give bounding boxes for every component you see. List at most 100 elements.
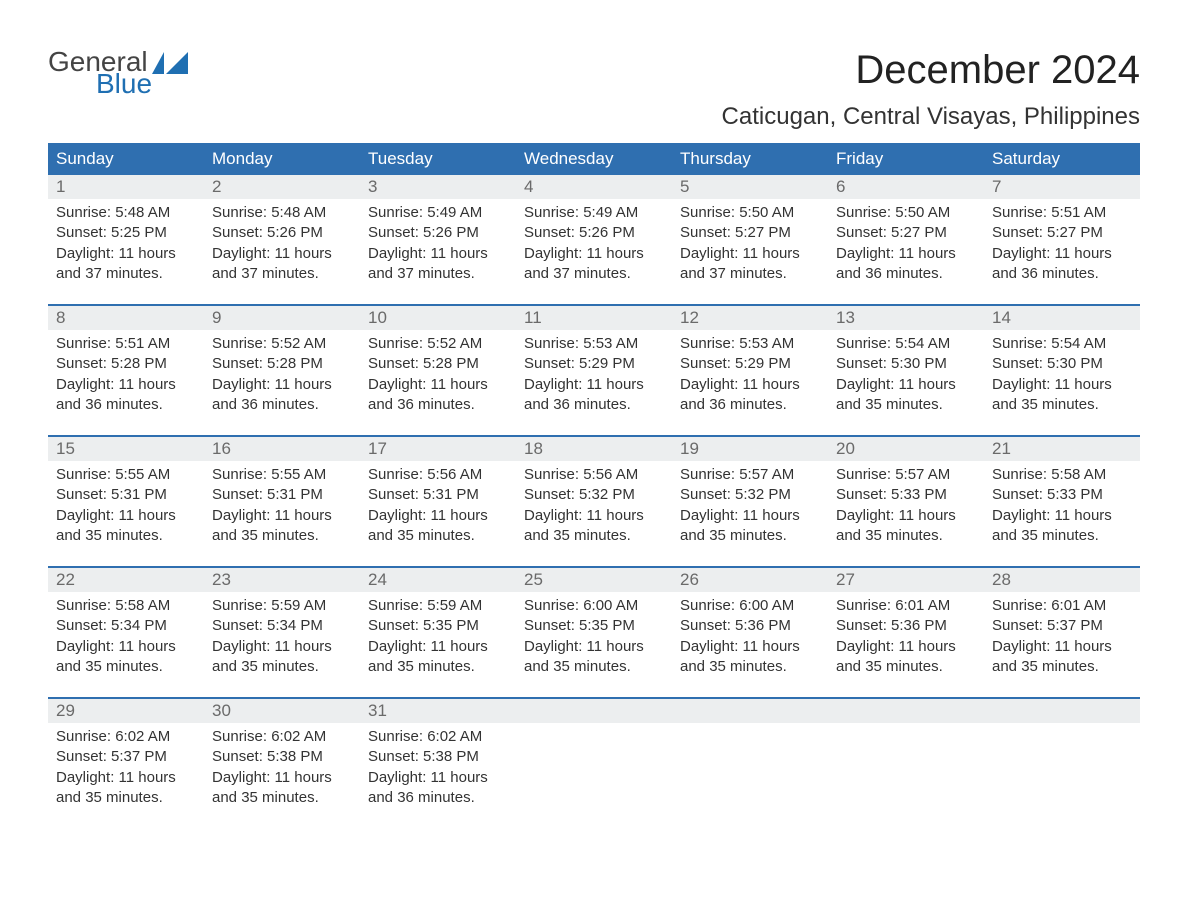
daylight-line-1: Daylight: 11 hours bbox=[524, 375, 664, 395]
day-cell: Sunrise: 5:50 AMSunset: 5:27 PMDaylight:… bbox=[828, 199, 984, 290]
day-number: 17 bbox=[360, 437, 516, 461]
day-content-row: Sunrise: 5:48 AMSunset: 5:25 PMDaylight:… bbox=[48, 199, 1140, 290]
daylight-line-2: and 36 minutes. bbox=[212, 395, 352, 415]
daylight-line-2: and 37 minutes. bbox=[524, 264, 664, 284]
day-cell: Sunrise: 5:59 AMSunset: 5:35 PMDaylight:… bbox=[360, 592, 516, 683]
day-cell: Sunrise: 5:58 AMSunset: 5:34 PMDaylight:… bbox=[48, 592, 204, 683]
daylight-line-2: and 35 minutes. bbox=[680, 526, 820, 546]
daylight-line-1: Daylight: 11 hours bbox=[524, 506, 664, 526]
daylight-line-2: and 35 minutes. bbox=[56, 657, 196, 677]
day-cell: Sunrise: 5:53 AMSunset: 5:29 PMDaylight:… bbox=[516, 330, 672, 421]
sunset-line: Sunset: 5:33 PM bbox=[836, 485, 976, 505]
sunset-line: Sunset: 5:32 PM bbox=[680, 485, 820, 505]
calendar-week: 293031 Sunrise: 6:02 AMSunset: 5:37 PMDa… bbox=[48, 697, 1140, 814]
day-cell: Sunrise: 5:56 AMSunset: 5:32 PMDaylight:… bbox=[516, 461, 672, 552]
daylight-line-2: and 35 minutes. bbox=[836, 395, 976, 415]
day-cell: Sunrise: 5:48 AMSunset: 5:26 PMDaylight:… bbox=[204, 199, 360, 290]
day-cell: Sunrise: 5:59 AMSunset: 5:34 PMDaylight:… bbox=[204, 592, 360, 683]
dow-tuesday: Tuesday bbox=[360, 143, 516, 175]
daylight-line-1: Daylight: 11 hours bbox=[992, 244, 1132, 264]
daylight-line-1: Daylight: 11 hours bbox=[56, 637, 196, 657]
sunrise-line: Sunrise: 5:51 AM bbox=[992, 203, 1132, 223]
day-number bbox=[828, 699, 984, 723]
daylight-line-1: Daylight: 11 hours bbox=[836, 244, 976, 264]
day-number: 14 bbox=[984, 306, 1140, 330]
day-number: 22 bbox=[48, 568, 204, 592]
day-number: 31 bbox=[360, 699, 516, 723]
sunrise-line: Sunrise: 5:50 AM bbox=[836, 203, 976, 223]
day-cell: Sunrise: 5:50 AMSunset: 5:27 PMDaylight:… bbox=[672, 199, 828, 290]
day-number: 20 bbox=[828, 437, 984, 461]
sunset-line: Sunset: 5:26 PM bbox=[212, 223, 352, 243]
daylight-line-2: and 36 minutes. bbox=[524, 395, 664, 415]
sunrise-line: Sunrise: 6:02 AM bbox=[56, 727, 196, 747]
day-number-row: 22232425262728 bbox=[48, 568, 1140, 592]
daylight-line-1: Daylight: 11 hours bbox=[524, 637, 664, 657]
sunset-line: Sunset: 5:36 PM bbox=[836, 616, 976, 636]
day-cell: Sunrise: 5:51 AMSunset: 5:28 PMDaylight:… bbox=[48, 330, 204, 421]
sunset-line: Sunset: 5:37 PM bbox=[992, 616, 1132, 636]
day-cell: Sunrise: 5:57 AMSunset: 5:33 PMDaylight:… bbox=[828, 461, 984, 552]
dow-wednesday: Wednesday bbox=[516, 143, 672, 175]
daylight-line-2: and 35 minutes. bbox=[212, 526, 352, 546]
day-cell: Sunrise: 6:01 AMSunset: 5:36 PMDaylight:… bbox=[828, 592, 984, 683]
day-cell: Sunrise: 5:55 AMSunset: 5:31 PMDaylight:… bbox=[48, 461, 204, 552]
sunrise-line: Sunrise: 5:57 AM bbox=[680, 465, 820, 485]
daylight-line-1: Daylight: 11 hours bbox=[992, 506, 1132, 526]
sunrise-line: Sunrise: 5:52 AM bbox=[212, 334, 352, 354]
day-cell: Sunrise: 5:49 AMSunset: 5:26 PMDaylight:… bbox=[516, 199, 672, 290]
day-cell: Sunrise: 5:52 AMSunset: 5:28 PMDaylight:… bbox=[204, 330, 360, 421]
daylight-line-1: Daylight: 11 hours bbox=[992, 637, 1132, 657]
sunset-line: Sunset: 5:26 PM bbox=[368, 223, 508, 243]
daylight-line-1: Daylight: 11 hours bbox=[368, 375, 508, 395]
daylight-line-2: and 35 minutes. bbox=[212, 788, 352, 808]
daylight-line-2: and 36 minutes. bbox=[680, 395, 820, 415]
day-content-row: Sunrise: 6:02 AMSunset: 5:37 PMDaylight:… bbox=[48, 723, 1140, 814]
sunset-line: Sunset: 5:35 PM bbox=[524, 616, 664, 636]
day-number: 5 bbox=[672, 175, 828, 199]
daylight-line-1: Daylight: 11 hours bbox=[56, 375, 196, 395]
daylight-line-2: and 35 minutes. bbox=[212, 657, 352, 677]
day-cell: Sunrise: 6:01 AMSunset: 5:37 PMDaylight:… bbox=[984, 592, 1140, 683]
day-number: 16 bbox=[204, 437, 360, 461]
sunrise-line: Sunrise: 5:48 AM bbox=[56, 203, 196, 223]
day-cell: Sunrise: 6:02 AMSunset: 5:38 PMDaylight:… bbox=[360, 723, 516, 814]
day-number: 9 bbox=[204, 306, 360, 330]
sunset-line: Sunset: 5:28 PM bbox=[368, 354, 508, 374]
sunrise-line: Sunrise: 6:01 AM bbox=[992, 596, 1132, 616]
sunrise-line: Sunrise: 5:49 AM bbox=[368, 203, 508, 223]
day-number-row: 891011121314 bbox=[48, 306, 1140, 330]
sunset-line: Sunset: 5:31 PM bbox=[368, 485, 508, 505]
day-number: 23 bbox=[204, 568, 360, 592]
calendar-week: 1234567Sunrise: 5:48 AMSunset: 5:25 PMDa… bbox=[48, 175, 1140, 290]
sunrise-line: Sunrise: 5:54 AM bbox=[992, 334, 1132, 354]
daylight-line-1: Daylight: 11 hours bbox=[368, 244, 508, 264]
daylight-line-2: and 35 minutes. bbox=[56, 526, 196, 546]
day-cell: Sunrise: 5:49 AMSunset: 5:26 PMDaylight:… bbox=[360, 199, 516, 290]
sunset-line: Sunset: 5:32 PM bbox=[524, 485, 664, 505]
day-number: 27 bbox=[828, 568, 984, 592]
sunrise-line: Sunrise: 6:02 AM bbox=[212, 727, 352, 747]
day-number: 3 bbox=[360, 175, 516, 199]
daylight-line-1: Daylight: 11 hours bbox=[680, 244, 820, 264]
sunset-line: Sunset: 5:26 PM bbox=[524, 223, 664, 243]
page-header: General Blue December 2024 Caticugan, Ce… bbox=[48, 48, 1140, 131]
sunrise-line: Sunrise: 5:56 AM bbox=[524, 465, 664, 485]
day-number: 29 bbox=[48, 699, 204, 723]
sunrise-line: Sunrise: 5:52 AM bbox=[368, 334, 508, 354]
sunset-line: Sunset: 5:37 PM bbox=[56, 747, 196, 767]
day-cell: Sunrise: 5:54 AMSunset: 5:30 PMDaylight:… bbox=[984, 330, 1140, 421]
day-number: 13 bbox=[828, 306, 984, 330]
sunrise-line: Sunrise: 5:50 AM bbox=[680, 203, 820, 223]
sunset-line: Sunset: 5:38 PM bbox=[212, 747, 352, 767]
sunrise-line: Sunrise: 5:53 AM bbox=[524, 334, 664, 354]
day-cell: Sunrise: 5:53 AMSunset: 5:29 PMDaylight:… bbox=[672, 330, 828, 421]
day-number: 28 bbox=[984, 568, 1140, 592]
sunrise-line: Sunrise: 5:55 AM bbox=[212, 465, 352, 485]
sunrise-line: Sunrise: 5:48 AM bbox=[212, 203, 352, 223]
sunset-line: Sunset: 5:34 PM bbox=[56, 616, 196, 636]
sunset-line: Sunset: 5:29 PM bbox=[524, 354, 664, 374]
sunrise-line: Sunrise: 6:00 AM bbox=[524, 596, 664, 616]
daylight-line-2: and 35 minutes. bbox=[368, 657, 508, 677]
daylight-line-1: Daylight: 11 hours bbox=[212, 506, 352, 526]
